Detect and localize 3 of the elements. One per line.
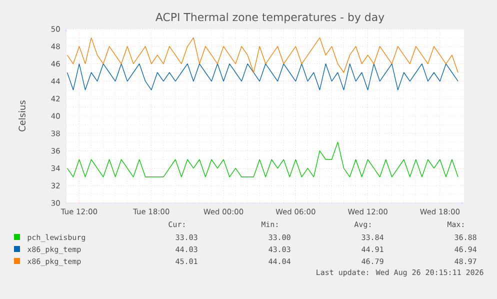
line-series (66, 63, 458, 90)
y-axis-title: Celsius (18, 100, 26, 132)
chart-title: ACPI Thermal zone temperatures - by day (156, 12, 384, 24)
